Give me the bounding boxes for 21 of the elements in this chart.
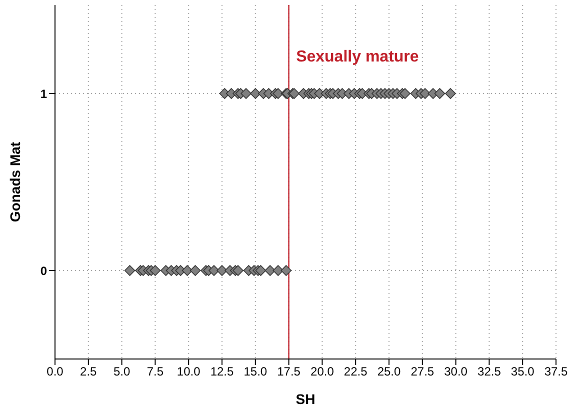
x-tick-label: 27.5 xyxy=(410,364,434,379)
x-tick-label: 22.5 xyxy=(344,364,368,379)
x-tick-label: 10.0 xyxy=(176,364,201,379)
x-tick-label: 30.0 xyxy=(444,364,468,379)
x-axis-title: SH xyxy=(296,391,316,407)
x-tick-label: 7.5 xyxy=(146,364,164,379)
x-tick-label: 32.5 xyxy=(478,364,502,379)
x-tick-label: 37.5 xyxy=(544,364,568,379)
y-tick-label: 1 xyxy=(40,86,48,101)
x-tick-label: 35.0 xyxy=(510,364,535,379)
x-tick-label: 5.0 xyxy=(113,364,130,379)
x-tick-label: 25.0 xyxy=(377,364,401,379)
x-tick-label: 20.0 xyxy=(310,364,334,379)
x-tick-label: 17.5 xyxy=(277,364,301,379)
y-tick-label: 0 xyxy=(40,264,48,278)
x-tick-label: 15.0 xyxy=(244,364,268,379)
x-tick-label: 12.5 xyxy=(210,364,234,379)
x-tick-label: 0.0 xyxy=(46,364,64,379)
x-tick-label: 2.5 xyxy=(80,364,98,379)
ref-line-label: Sexually mature xyxy=(296,48,419,66)
y-axis-title: Gonads Mat xyxy=(6,142,23,222)
